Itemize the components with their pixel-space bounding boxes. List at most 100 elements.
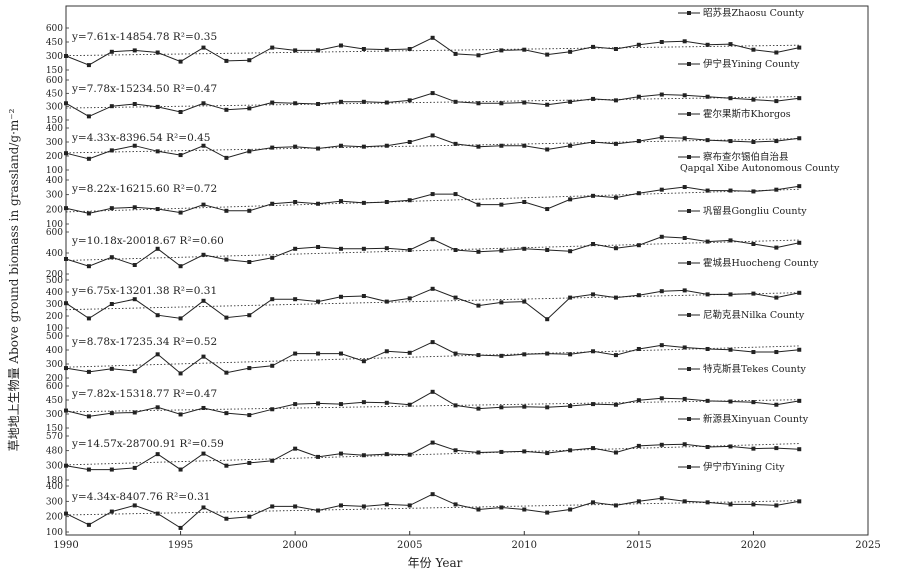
- data-point: [430, 389, 435, 394]
- data-point: [453, 99, 458, 104]
- regression-equation: y=7.82x-15318.77 R²=0.47: [71, 388, 217, 400]
- x-tick-label: 2020: [741, 540, 766, 551]
- data-point: [636, 94, 641, 99]
- data-point: [155, 104, 160, 109]
- data-point: [178, 316, 183, 321]
- data-point: [591, 500, 596, 505]
- data-point: [568, 249, 573, 254]
- legend-label: 霍尔果斯市Khorgos: [703, 108, 791, 120]
- data-point: [728, 42, 733, 47]
- data-point: [86, 156, 91, 161]
- data-point: [591, 242, 596, 246]
- data-point: [613, 450, 618, 455]
- y-tick-label: 300: [46, 138, 63, 148]
- data-point: [476, 202, 481, 207]
- data-point: [522, 200, 527, 204]
- data-point: [636, 191, 641, 196]
- y-tick-label: 300: [46, 497, 63, 507]
- data-point: [178, 412, 183, 417]
- data-point: [247, 514, 252, 519]
- data-point: [384, 100, 389, 105]
- y-tick-label: 500: [46, 332, 63, 342]
- data-point: [705, 292, 710, 297]
- data-point: [64, 511, 68, 516]
- data-point: [86, 316, 91, 321]
- panel: 600 450 300 150 y=7.82x-15318.77 R²=0.47 特克斯县…: [46, 363, 807, 434]
- data-point: [705, 42, 710, 47]
- data-point: [430, 35, 435, 40]
- data-point: [636, 243, 641, 248]
- data-point: [682, 39, 687, 44]
- data-point: [155, 207, 160, 212]
- data-point: [109, 302, 114, 306]
- data-point: [499, 505, 504, 510]
- x-axis: 1990 1995 2000 2005 2010 2015 2020 2025: [53, 531, 881, 551]
- data-point: [568, 448, 573, 453]
- data-point: [155, 452, 160, 457]
- x-tick-label: 2005: [397, 540, 422, 551]
- y-tick-label: 300: [46, 360, 63, 370]
- data-point: [430, 133, 435, 138]
- data-point: [361, 294, 366, 298]
- data-point: [636, 293, 641, 298]
- data-point: [774, 350, 779, 355]
- y-tick-label: 300: [46, 461, 63, 471]
- data-point: [728, 347, 733, 352]
- data-point: [64, 151, 68, 156]
- data-point: [613, 402, 618, 407]
- data-point: [316, 146, 321, 151]
- data-point: [407, 402, 412, 407]
- legend-label: 伊宁县Yining County: [703, 58, 800, 70]
- data-point: [613, 246, 618, 251]
- data-point: [430, 492, 435, 497]
- panel: 400 300 200 100 y=4.33x-8396.54 R²=0.45 霍尔果斯市…: [46, 108, 802, 176]
- data-point: [453, 403, 458, 408]
- data-point: [522, 143, 527, 148]
- data-point: [430, 237, 435, 242]
- data-point: [224, 463, 229, 468]
- data-point: [499, 101, 504, 106]
- data-point: [774, 245, 779, 250]
- data-point: [568, 295, 573, 300]
- data-point: [361, 246, 366, 251]
- data-point: [430, 91, 435, 96]
- data-point: [751, 291, 756, 296]
- y-tick-label: 200: [46, 152, 63, 162]
- data-point: [270, 363, 275, 368]
- data-point: [545, 207, 550, 212]
- data-point: [430, 340, 435, 345]
- data-point: [109, 104, 114, 109]
- data-point: [270, 201, 275, 206]
- data-point: [155, 405, 160, 410]
- y-tick-label: 400: [46, 176, 63, 186]
- data-point: [407, 198, 412, 203]
- regression-equation: y=4.34x-8407.76 R²=0.31: [71, 491, 210, 503]
- data-point: [178, 467, 183, 472]
- data-point: [499, 143, 504, 148]
- data-point: [361, 400, 366, 405]
- panel: 400 300 200 100 y=8.22x-16215.60 R²=0.72 察布查尔…: [46, 151, 840, 230]
- data-point: [132, 263, 137, 267]
- data-point: [293, 297, 298, 302]
- data-point: [86, 264, 91, 269]
- data-point: [797, 447, 802, 452]
- data-point: [338, 246, 343, 251]
- y-tick-label: 100: [46, 166, 63, 176]
- data-point: [545, 52, 550, 57]
- data-point: [201, 451, 206, 456]
- data-point: [499, 48, 504, 53]
- data-point: [178, 110, 183, 114]
- data-point: [797, 240, 802, 245]
- x-tick-label: 2015: [626, 540, 651, 551]
- data-point: [682, 236, 687, 240]
- data-point: [728, 292, 733, 297]
- data-point: [613, 353, 618, 358]
- data-point: [568, 49, 573, 54]
- data-point: [499, 248, 504, 253]
- data-point: [705, 94, 710, 99]
- data-point: [270, 255, 275, 260]
- data-point: [591, 446, 596, 451]
- panel: 600 400 200 y=10.18x-20018.67 R²=0.60 巩留县Gon…: [46, 205, 807, 280]
- data-point: [797, 96, 802, 101]
- data-point: [659, 289, 664, 294]
